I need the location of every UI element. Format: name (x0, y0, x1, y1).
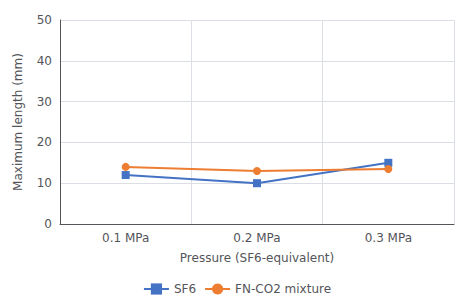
svg-text:0.3 MPa: 0.3 MPa (365, 231, 412, 245)
svg-text:0: 0 (44, 217, 52, 231)
svg-text:FN-CO2 mixture: FN-CO2 mixture (235, 282, 331, 296)
svg-text:50: 50 (37, 13, 52, 27)
svg-text:Pressure (SF6-equivalent): Pressure (SF6-equivalent) (180, 251, 334, 265)
svg-text:20: 20 (37, 135, 52, 149)
svg-text:40: 40 (37, 54, 52, 68)
svg-text:Maximum length (mm): Maximum length (mm) (11, 53, 25, 191)
svg-text:30: 30 (37, 95, 52, 109)
svg-text:10: 10 (37, 176, 52, 190)
svg-text:SF6: SF6 (174, 282, 196, 296)
svg-text:0.2 MPa: 0.2 MPa (233, 231, 280, 245)
svg-text:0.1 MPa: 0.1 MPa (102, 231, 149, 245)
